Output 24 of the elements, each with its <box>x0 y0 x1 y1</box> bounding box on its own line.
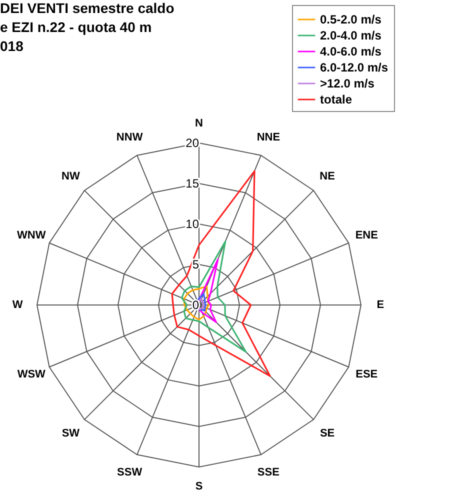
spoke-label: ENE <box>355 230 378 242</box>
spoke-label: W <box>12 299 24 311</box>
chart-title: DEI VENTI semestre caldo <box>0 0 174 16</box>
spoke-label: S <box>195 480 203 492</box>
legend-label: totale <box>320 92 352 106</box>
legend-label: 2.0-4.0 m/s <box>320 28 382 42</box>
spoke-label: SSW <box>117 466 143 479</box>
spoke-label: N <box>195 118 204 130</box>
spoke-label: SW <box>62 427 80 440</box>
spoke-label: ESE <box>356 368 378 380</box>
spoke-label: NNW <box>116 131 144 144</box>
legend-label: 0.5-2.0 m/s <box>320 12 382 26</box>
spoke-label: WNW <box>17 230 46 242</box>
spoke-label: SSE <box>257 466 280 479</box>
spoke-label: SE <box>320 427 335 440</box>
legend-label: 4.0-6.0 m/s <box>320 44 382 58</box>
legend-label: 6.0-12.0 m/s <box>320 60 388 74</box>
spoke-label: NW <box>62 170 80 183</box>
spoke-label: E <box>376 299 384 311</box>
text: e EZI n.22 - quota 40 m 018 <box>0 19 152 54</box>
spoke-label: NNE <box>256 131 280 144</box>
legend-label: >12.0 m/s <box>320 76 375 90</box>
spoke-label: WSW <box>17 368 46 380</box>
spoke-label: NE <box>320 170 335 183</box>
